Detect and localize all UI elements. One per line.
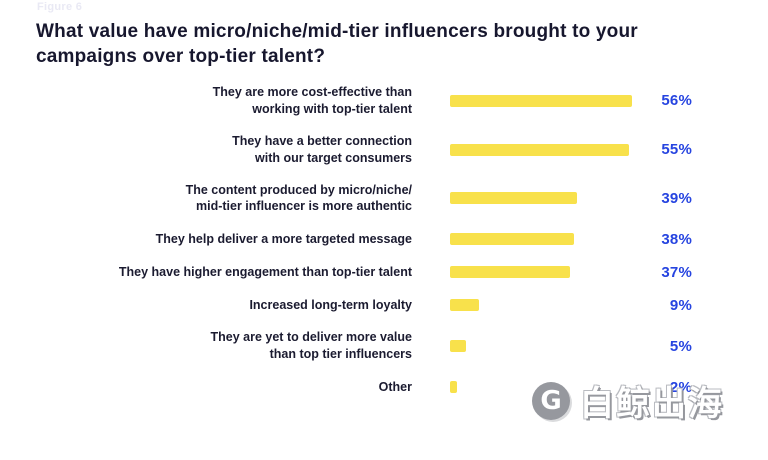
chart-title: What value have micro/niche/mid-tier inf… bbox=[36, 21, 638, 67]
bar bbox=[450, 299, 480, 312]
bar bbox=[450, 266, 571, 279]
bar-label: They are yet to deliver more value than … bbox=[210, 330, 412, 362]
bar-value: 56% bbox=[661, 92, 692, 110]
bar bbox=[450, 381, 457, 393]
chart-row: They are yet to deliver more value than … bbox=[36, 329, 692, 363]
bar bbox=[450, 143, 629, 156]
bar bbox=[450, 233, 574, 246]
bar-value: 2% bbox=[669, 378, 692, 396]
bar bbox=[450, 94, 632, 107]
chart-row: They have a better connection with our t… bbox=[36, 133, 692, 167]
chart-row: They are more cost-effective than workin… bbox=[36, 84, 692, 118]
bar-label: They help deliver a more targeted messag… bbox=[155, 231, 412, 246]
bar-value: 37% bbox=[661, 263, 692, 281]
bar-track bbox=[450, 94, 645, 107]
bar-track bbox=[450, 192, 645, 205]
bar-track bbox=[450, 381, 645, 393]
bar-label: Other bbox=[378, 379, 412, 394]
bar-value: 39% bbox=[661, 189, 692, 207]
bar bbox=[450, 340, 467, 353]
chart-row: Other 2% bbox=[36, 378, 692, 396]
bar-track bbox=[450, 299, 645, 312]
bar bbox=[450, 192, 577, 205]
chart-row: They help deliver a more targeted messag… bbox=[36, 230, 692, 248]
bar-label: They have higher engagement than top-tie… bbox=[118, 264, 412, 279]
bar-track bbox=[450, 340, 645, 353]
bar-track bbox=[450, 266, 645, 279]
chart-row: Increased long-term loyalty 9% bbox=[36, 296, 692, 314]
figure-label: Figure 6 bbox=[37, 1, 83, 13]
bar-chart: They are more cost-effective than workin… bbox=[36, 84, 692, 411]
bar-label: They are more cost-effective than workin… bbox=[212, 85, 412, 116]
bar-value: 5% bbox=[669, 337, 692, 355]
bar-label: They have a better connection with our t… bbox=[232, 133, 412, 165]
bar-label: The content produced by micro/niche/ mid… bbox=[185, 182, 412, 214]
bar-value: 38% bbox=[661, 230, 692, 248]
bar-label: Increased long-term loyalty bbox=[249, 297, 412, 312]
bar-track bbox=[450, 233, 645, 246]
bar-track bbox=[450, 143, 645, 156]
bar-value: 55% bbox=[661, 141, 692, 159]
chart-row: They have higher engagement than top-tie… bbox=[36, 263, 692, 281]
bar-value: 9% bbox=[669, 296, 692, 314]
chart-row: The content produced by micro/niche/ mid… bbox=[36, 182, 692, 216]
